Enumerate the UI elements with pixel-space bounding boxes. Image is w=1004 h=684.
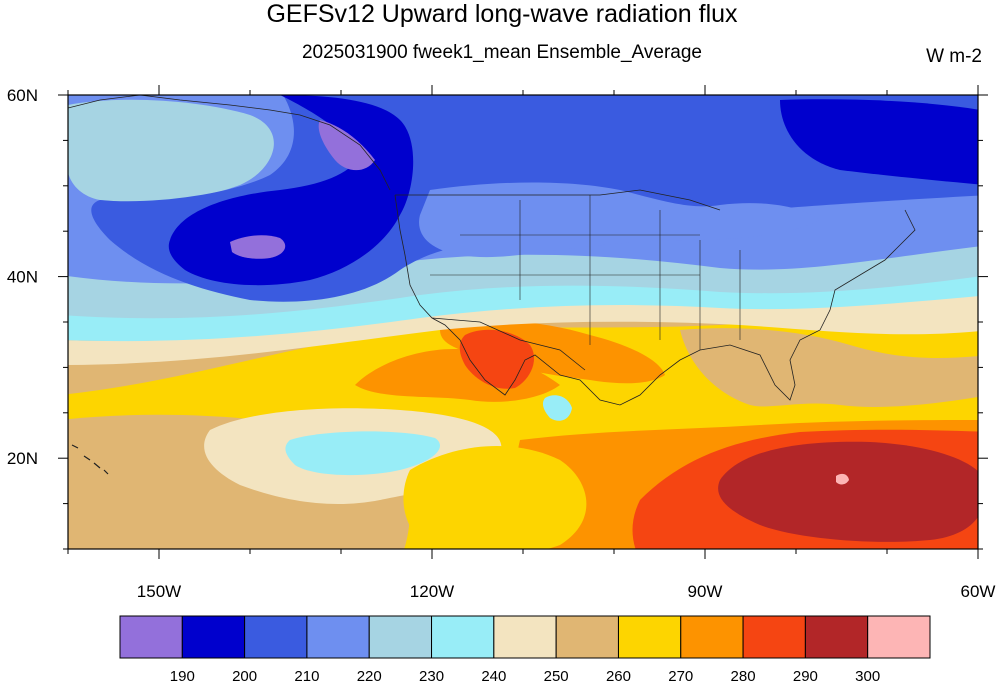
political-boundaries bbox=[68, 95, 916, 475]
contour-field bbox=[68, 95, 978, 549]
hawaii-islands bbox=[71, 444, 109, 475]
colorbar-label: 260 bbox=[606, 668, 631, 684]
contour-patch-190-200-canada bbox=[780, 99, 978, 185]
latitude-labels: 60N 40N 20N bbox=[7, 86, 38, 468]
lat-label: 60N bbox=[7, 86, 38, 105]
colorbar-swatch bbox=[867, 615, 931, 659]
lat-label: 40N bbox=[7, 268, 38, 287]
longitude-labels: 150W 120W 90W 60W bbox=[137, 582, 996, 601]
colorbar-swatch bbox=[804, 615, 869, 659]
colorbar-swatch bbox=[617, 615, 682, 659]
colorbar-label: 200 bbox=[232, 668, 257, 684]
colorbar-swatch bbox=[742, 615, 806, 659]
colorbar-label: 300 bbox=[855, 668, 880, 684]
contour-band-230-240 bbox=[68, 271, 978, 342]
contour-patch-260-270-south bbox=[403, 446, 587, 549]
colorbar-swatch bbox=[680, 615, 744, 659]
colorbar-swatch bbox=[431, 615, 495, 659]
border-us-mexico bbox=[431, 317, 586, 371]
colorbar-swatch bbox=[244, 615, 308, 659]
contour-band-250-260-gulf bbox=[680, 328, 978, 407]
lon-label: 60W bbox=[961, 582, 996, 601]
colorbar-label: 230 bbox=[419, 668, 444, 684]
colorbar-label: 270 bbox=[668, 668, 693, 684]
colorbar-label: 290 bbox=[793, 668, 818, 684]
lon-label: 90W bbox=[688, 582, 723, 601]
units-label: W m-2 bbox=[926, 46, 982, 67]
colorbar-label: 210 bbox=[294, 668, 319, 684]
border-us-canada bbox=[395, 189, 721, 211]
colorbar-swatch bbox=[306, 615, 370, 659]
map-title: GEFSv12 Upward long-wave radiation flux bbox=[266, 0, 738, 28]
map-subtitle: 2025031900 fweek1_mean Ensemble_Average bbox=[301, 42, 702, 63]
colorbar-labels: 190 200 210 220 230 240 250 260 270 280 290 300 bbox=[170, 668, 880, 684]
coastline-north-america bbox=[394, 194, 916, 406]
contour-patch-230-240-pacific bbox=[285, 431, 440, 476]
lon-label: 120W bbox=[410, 582, 454, 601]
colorbar-swatch bbox=[181, 615, 246, 659]
coastline-alaska bbox=[68, 95, 391, 191]
colorbar-swatch bbox=[368, 615, 433, 659]
contour-patch-230-240-gulf-ca bbox=[542, 395, 572, 421]
contour-patch-below-190-alaska bbox=[318, 120, 375, 171]
contour-band-240-250 bbox=[68, 291, 978, 365]
colorbar-label: 250 bbox=[544, 668, 569, 684]
contour-patch-210-220-plains bbox=[419, 182, 820, 258]
colorbar-swatch bbox=[493, 615, 557, 659]
colorbar-swatch bbox=[119, 615, 183, 659]
colorbar-label: 190 bbox=[170, 668, 195, 684]
axis-ticks bbox=[58, 85, 988, 559]
colorbar-swatch bbox=[555, 615, 619, 659]
contour-patch-220-230-pacific bbox=[68, 99, 274, 202]
lon-label: 150W bbox=[137, 582, 181, 601]
colorbar-label: 280 bbox=[731, 668, 756, 684]
contour-band-290-300 bbox=[718, 441, 978, 542]
colorbar-label: 220 bbox=[357, 668, 382, 684]
colorbar bbox=[119, 615, 931, 659]
contour-patch-below-190-pacific bbox=[230, 235, 286, 259]
colorbar-label: 240 bbox=[481, 668, 506, 684]
contour-patch-above-300 bbox=[836, 473, 849, 485]
lat-label: 20N bbox=[7, 449, 38, 468]
state-borders bbox=[430, 195, 741, 350]
contour-patch-280-290-desert bbox=[459, 329, 535, 389]
